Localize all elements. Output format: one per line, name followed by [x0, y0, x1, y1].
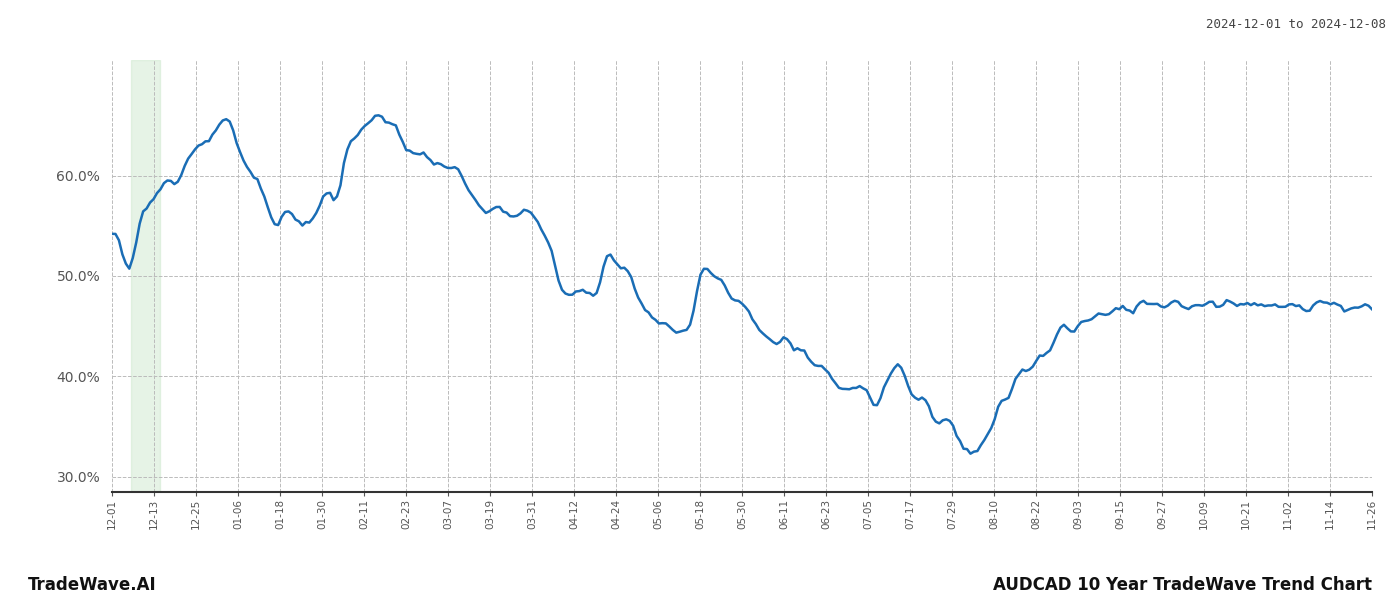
Text: AUDCAD 10 Year TradeWave Trend Chart: AUDCAD 10 Year TradeWave Trend Chart	[993, 576, 1372, 594]
Bar	[132, 60, 160, 492]
Text: 2024-12-01 to 2024-12-08: 2024-12-01 to 2024-12-08	[1205, 18, 1386, 31]
Text: TradeWave.AI: TradeWave.AI	[28, 576, 157, 594]
